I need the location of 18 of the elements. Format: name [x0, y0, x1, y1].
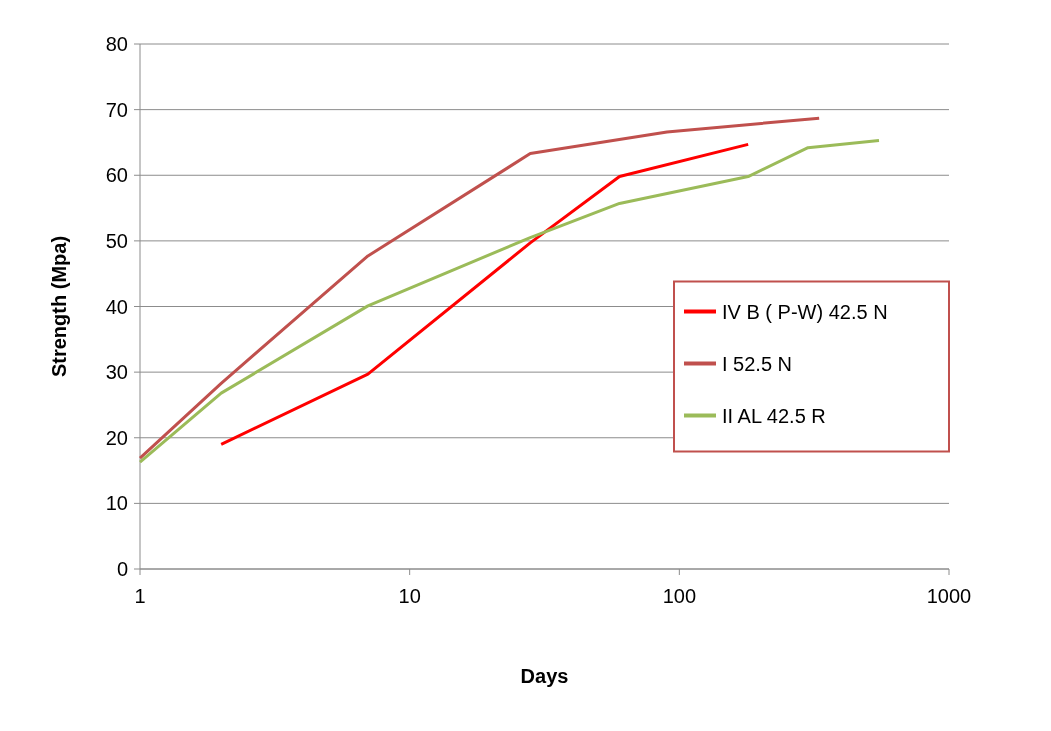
legend-label: I 52.5 N: [722, 352, 793, 375]
y-tick-label: 50: [105, 229, 128, 252]
y-tick-label: 30: [105, 361, 128, 384]
y-tick-label: 80: [105, 33, 128, 55]
x-tick-label: 10: [398, 585, 421, 607]
x-tick-label: 1: [134, 585, 146, 607]
y-tick-label: 0: [116, 558, 128, 580]
y-axis-title: Strength (Mpa): [48, 235, 70, 378]
legend-label: IV B ( P-W) 42.5 N: [722, 300, 888, 323]
y-tick-label: 40: [105, 295, 128, 318]
x-axis-title: Days: [520, 665, 569, 687]
legend-label: II AL 42.5 R: [722, 404, 826, 427]
x-tick-label: 100: [662, 585, 697, 607]
y-tick-label: 70: [105, 98, 128, 121]
y-tick-label: 60: [105, 164, 128, 187]
y-tick-label: 10: [105, 492, 128, 515]
y-tick-label: 20: [105, 426, 128, 449]
x-tick-label: 1000: [926, 585, 972, 607]
